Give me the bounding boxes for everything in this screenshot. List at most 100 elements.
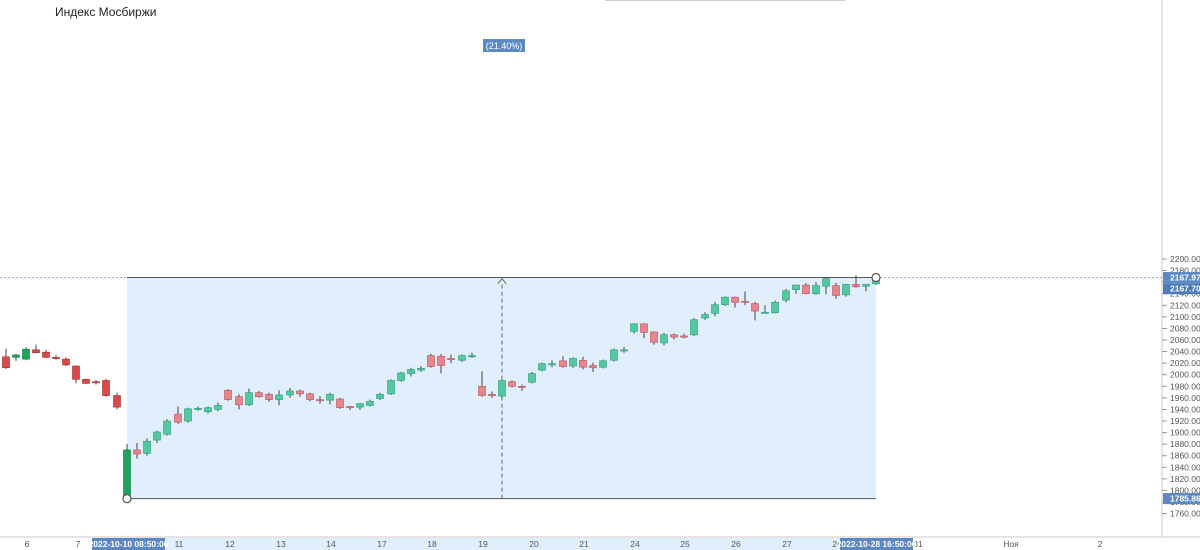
candle-body [711, 304, 719, 314]
candle [32, 344, 40, 354]
candle-body [224, 390, 232, 400]
candle [731, 296, 739, 308]
candle [822, 277, 830, 295]
candle [346, 405, 354, 411]
x-axis-tick-label: 11 [175, 539, 184, 549]
start-price-label: 1785.86 [1170, 494, 1200, 504]
candle [538, 362, 546, 372]
candle-body [245, 392, 253, 406]
y-axis-tick-label: 1940.00 [1170, 404, 1200, 414]
candle [407, 367, 415, 377]
candle [792, 284, 800, 294]
candle-body [508, 381, 516, 387]
y-axis-tick-label: 1820.00 [1170, 474, 1200, 484]
candle-body [376, 394, 384, 399]
y-axis-tick-label: 1980.00 [1170, 381, 1200, 391]
candle-body [447, 358, 455, 361]
candle [235, 394, 243, 410]
candle [559, 356, 567, 368]
candle [286, 388, 294, 398]
candle-body [92, 381, 100, 384]
x-axis-tick-label: 18 [427, 539, 437, 549]
candle-body [518, 385, 526, 388]
end-price-label: 2167.97 [1170, 273, 1200, 283]
x-axis-tick-label: Ноя [1003, 539, 1019, 549]
y-axis-tick-label: 1960.00 [1170, 393, 1200, 403]
candle-body [640, 323, 648, 333]
candle [437, 353, 445, 374]
candle [569, 357, 577, 368]
candle [508, 380, 516, 388]
candle [123, 444, 131, 502]
candle [72, 365, 80, 384]
x-axis-tick-label: 17 [377, 539, 387, 549]
chart-title: Индекс Мосбиржи [55, 5, 157, 19]
start-date-label-bg [92, 538, 165, 550]
candle-body [599, 360, 607, 368]
candle [680, 333, 688, 339]
candle [518, 384, 526, 391]
candle [761, 305, 769, 314]
candle-body [458, 355, 466, 361]
candle [184, 407, 192, 423]
candle-body [82, 379, 90, 384]
candle [701, 312, 709, 320]
candle [397, 371, 405, 382]
candle [771, 300, 779, 314]
candle-body [113, 395, 121, 408]
candle [721, 296, 729, 306]
candle [548, 360, 556, 368]
candle-body [741, 300, 749, 303]
x-axis-tick-label: 14 [326, 539, 336, 549]
candle [275, 390, 283, 406]
candle [589, 362, 597, 372]
candle [751, 301, 759, 321]
candle [133, 442, 141, 459]
candle-body [650, 331, 658, 343]
candle [387, 379, 395, 395]
candle [650, 331, 658, 345]
candle [599, 359, 607, 369]
y-axis-tick-label: 1800.00 [1170, 485, 1200, 495]
candle-body [42, 351, 50, 358]
last-price-label: 2167.70 [1170, 284, 1200, 294]
y-axis-tick-label: 2020.00 [1170, 358, 1200, 368]
candle-body [427, 355, 435, 367]
candle-body [336, 398, 344, 408]
candle-body [174, 413, 182, 423]
toolbar-strip [605, 0, 845, 1]
candle [741, 291, 749, 306]
candle [92, 379, 100, 385]
candle-body [488, 394, 496, 396]
x-axis-tick-label: 12 [225, 539, 235, 549]
candle-body [346, 406, 354, 409]
candle [468, 352, 476, 358]
candle-body [630, 323, 638, 332]
candle-body [143, 440, 151, 454]
candle [376, 392, 384, 401]
candle-body [832, 285, 840, 296]
candle [306, 392, 314, 402]
candle [579, 356, 587, 370]
candle-body [153, 431, 161, 441]
x-axis-tick-label: 28 [832, 539, 842, 549]
candle [711, 301, 719, 317]
candle-body [822, 278, 830, 287]
overlay-layer: (21.40%) [122, 39, 881, 504]
last-price-label-bg [1163, 283, 1200, 295]
candle-body [306, 393, 314, 400]
candle-body [62, 358, 70, 366]
x-axis-tick-label: 24 [630, 539, 640, 549]
candle-body [610, 349, 618, 361]
measurement-layer [0, 277, 1162, 500]
candle-body [417, 368, 425, 371]
end-date-label-bg [840, 538, 913, 550]
candle-body [812, 285, 820, 295]
candle [447, 354, 455, 364]
candle [336, 397, 344, 409]
candle-body [468, 355, 476, 358]
candle-body [12, 354, 20, 358]
candle [802, 283, 810, 295]
candle [366, 399, 374, 407]
